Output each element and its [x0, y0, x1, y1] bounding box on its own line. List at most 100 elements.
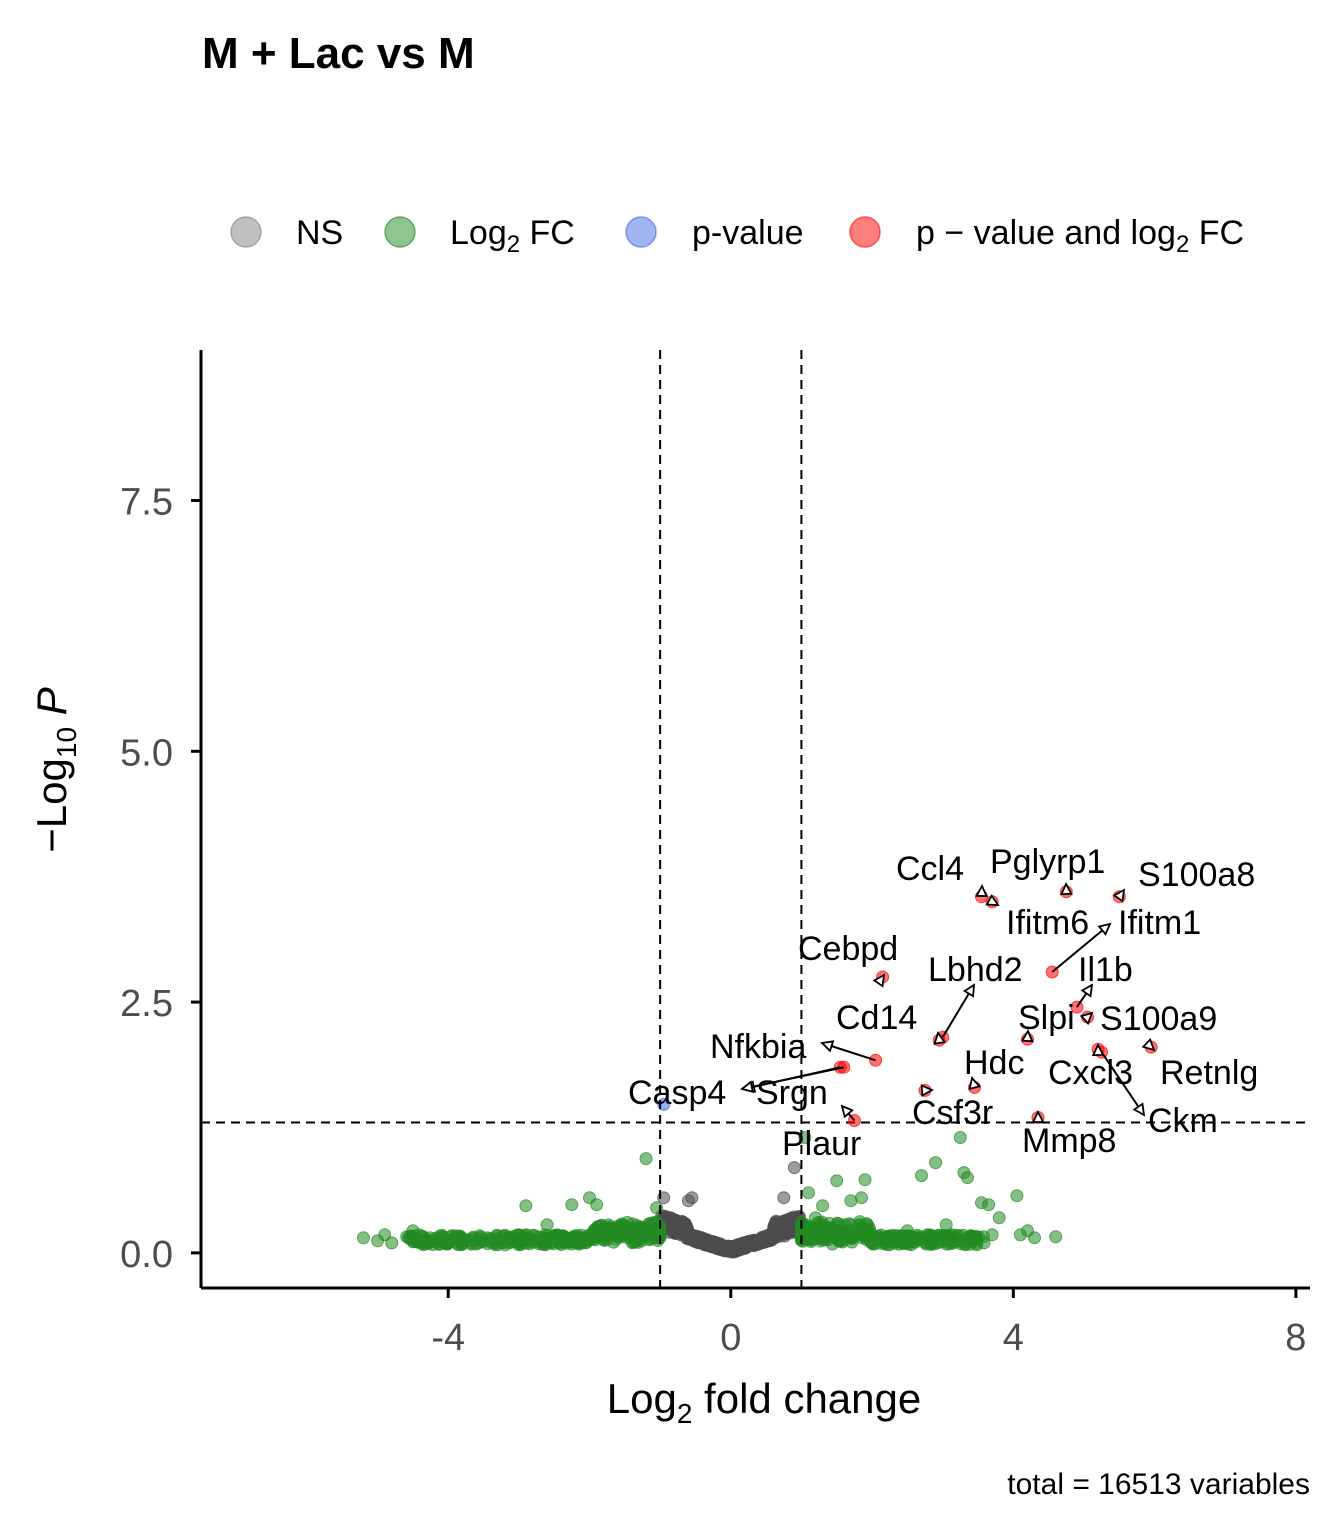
x-tick-label: 4 — [1003, 1317, 1024, 1359]
fc-point — [1028, 1231, 1041, 1245]
gene-label: Ifitm1 — [1118, 904, 1201, 942]
gene-leader-arrow — [975, 883, 989, 898]
y-tick-label: 0.0 — [120, 1234, 173, 1276]
legend-label-fc: Log2 FC — [450, 214, 575, 258]
gene-leader-arrow — [740, 1080, 754, 1094]
ns-point — [671, 1215, 685, 1229]
fc-point — [945, 1235, 959, 1249]
fc-point — [929, 1156, 943, 1170]
gene-leader-arrow — [1112, 888, 1126, 903]
fc-point — [512, 1228, 526, 1242]
gene-leader-arrow — [1020, 1029, 1034, 1043]
legend-key-fc — [384, 216, 416, 248]
legend-key-p — [625, 216, 657, 248]
fc-point — [462, 1233, 476, 1247]
gene-label: Ckm — [1148, 1102, 1218, 1140]
fc-point — [830, 1228, 844, 1241]
gene-leader-arrow — [962, 983, 976, 998]
x-tick-label: -4 — [431, 1317, 465, 1359]
gene-leader-arrow — [1097, 922, 1112, 936]
x-tick-label: 8 — [1285, 1317, 1306, 1359]
fc-point — [845, 1231, 858, 1245]
legend: NS Log2 FC p-value p − value and log2 FC — [230, 214, 1244, 258]
gene-label: S100a8 — [1138, 856, 1255, 894]
fc-point — [357, 1231, 370, 1245]
fc-point — [816, 1199, 830, 1213]
ns-point — [685, 1191, 699, 1205]
gene-label: Slpi — [1018, 999, 1075, 1037]
gene-label: Ifitm6 — [1006, 904, 1089, 942]
fc-point — [953, 1131, 967, 1144]
gene-leader-arrow — [1091, 1042, 1105, 1057]
x-tick-label: 0 — [720, 1317, 741, 1359]
gene-leader-arrow — [985, 894, 1000, 906]
gene-leader-arrow — [920, 1084, 935, 1098]
fc-point — [646, 1216, 660, 1230]
fc-point — [639, 1152, 653, 1166]
fc-point — [580, 1233, 594, 1247]
gene-label: Hdc — [964, 1044, 1024, 1082]
legend-label-pfc: p − value and log2 FC — [916, 214, 1244, 258]
gene-leader-arrow — [1079, 1011, 1094, 1026]
fc-point — [565, 1198, 579, 1212]
gene-leader-line — [1051, 923, 1111, 973]
fc-point — [625, 1236, 639, 1250]
gene-leader-arrow — [872, 973, 886, 988]
gene-leader-line — [741, 1066, 845, 1090]
fc-point — [477, 1234, 490, 1248]
fc-point — [611, 1226, 625, 1240]
gene-label: S100a9 — [1100, 1000, 1217, 1038]
gene-label: Casp4 — [628, 1074, 726, 1112]
fc-point — [867, 1237, 881, 1251]
x-axis-title: Log2 fold change — [607, 1375, 922, 1429]
fc-point — [406, 1224, 420, 1238]
gene-label: Cd14 — [836, 999, 917, 1037]
gene-label: Mmp8 — [1022, 1122, 1116, 1160]
gene-leader-arrow — [1132, 1102, 1146, 1117]
fc-point — [855, 1191, 868, 1205]
ns-point — [777, 1191, 791, 1205]
chart-title: M + Lac vs M — [202, 29, 475, 78]
fc-point — [925, 1232, 939, 1246]
ns-point — [787, 1161, 801, 1175]
gene-label: Il1b — [1078, 951, 1133, 989]
gene-label: Pglyrp1 — [990, 843, 1105, 881]
axes: -4 0 4 8 0.0 2.5 5.0 7.5 — [120, 350, 1310, 1359]
ns-point — [755, 1230, 769, 1244]
fc-point — [1010, 1189, 1024, 1203]
fc-point — [900, 1224, 914, 1238]
fc-point — [858, 1173, 872, 1187]
legend-label-ns: NS — [296, 214, 343, 252]
gene-leader-arrow — [933, 1031, 947, 1045]
cutoff-lines — [201, 350, 1310, 1288]
gene-label: Retnlg — [1160, 1054, 1258, 1092]
fc-point — [800, 1229, 814, 1243]
ns-point — [738, 1237, 752, 1250]
fc-point — [385, 1236, 399, 1250]
gene-leader-arrow — [1141, 1037, 1156, 1052]
fc-point — [985, 1228, 999, 1242]
fc-point — [569, 1236, 583, 1249]
gene-label: Cxcl3 — [1048, 1054, 1133, 1092]
fc-point — [939, 1218, 953, 1232]
fc-point — [830, 1174, 844, 1188]
y-tick-label: 5.0 — [120, 732, 173, 774]
fc-point — [630, 1219, 644, 1232]
fc-point — [600, 1221, 614, 1235]
gene-label: Srgn — [756, 1074, 828, 1112]
fc-point — [1049, 1230, 1063, 1244]
fc-point — [809, 1211, 822, 1225]
y-tick-label: 7.5 — [120, 481, 173, 523]
ns-point — [689, 1234, 703, 1248]
gene-label: Lbhd2 — [928, 951, 1023, 989]
caption: total = 16513 variables — [1007, 1468, 1310, 1501]
gene-labels: S100a8 Pglyrp1 Ccl4 Ifitm6 Ifitm1 Cebpd Il1b S1… — [628, 843, 1258, 1163]
gene-leader-arrow — [820, 1040, 835, 1053]
fc-point — [448, 1231, 462, 1245]
gene-leader-arrow — [1031, 1109, 1045, 1123]
fc-point — [420, 1236, 434, 1250]
fc-point — [992, 1211, 1006, 1225]
ns-point — [703, 1239, 717, 1253]
fc-points — [357, 1131, 1063, 1252]
